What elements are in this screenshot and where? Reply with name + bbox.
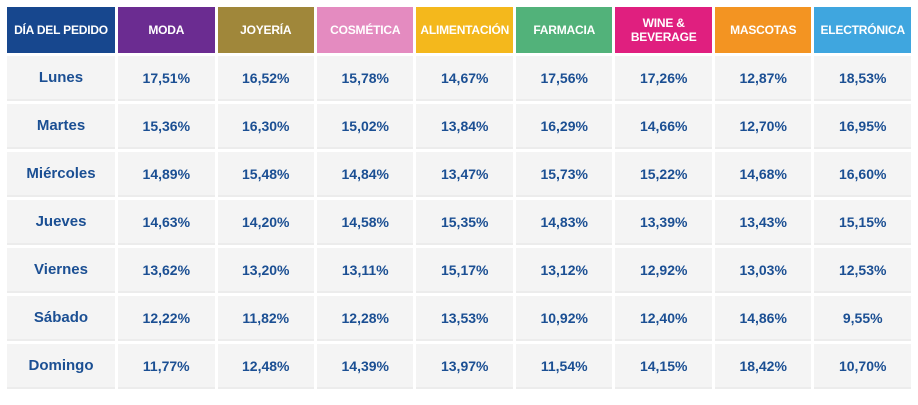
row-label-day: Sábado: [7, 296, 116, 341]
table-cell-value: 13,84%: [416, 104, 513, 149]
table-cell-value: 14,66%: [615, 104, 712, 149]
table-cell-value: 16,95%: [814, 104, 911, 149]
table-cell-value: 16,52%: [217, 56, 314, 101]
table-cell-value: 15,78%: [317, 56, 414, 101]
table-row: Viernes 13,62% 13,20% 13,11% 15,17% 13,12% 12,…: [7, 248, 911, 293]
table-row: Martes 15,36% 16,30% 15,02% 13,84% 16,29% 14,6…: [7, 104, 911, 149]
table-cell-value: 17,56%: [515, 56, 613, 101]
table-cell-value: 13,12%: [515, 248, 613, 293]
table-cell-value: 18,53%: [814, 56, 911, 101]
table-cell-value: 14,86%: [714, 296, 812, 341]
column-header-electrónica: ELECTRÓNICA: [814, 7, 911, 53]
table-row: Domingo 11,77% 12,48% 14,39% 13,97% 11,54% 14,…: [7, 344, 911, 389]
table-cell-value: 14,39%: [317, 344, 414, 389]
column-header-farmacia: FARMACIA: [515, 7, 613, 53]
table-cell-value: 12,48%: [217, 344, 314, 389]
table-cell-value: 18,42%: [714, 344, 812, 389]
table-cell-value: 12,28%: [317, 296, 414, 341]
column-header-joyería: JOYERÍA: [217, 7, 314, 53]
table-cell-value: 13,03%: [714, 248, 812, 293]
table-cell-value: 14,58%: [317, 200, 414, 245]
table-cell-value: 15,48%: [217, 152, 314, 197]
order-day-table: DÍA DEL PEDIDO MODA JOYERÍA COSMÉTICA ALIME…: [4, 4, 914, 392]
table-body: Lunes 17,51% 16,52% 15,78% 14,67% 17,56% 17,26…: [7, 56, 911, 389]
table-cell-value: 13,43%: [714, 200, 812, 245]
table-cell-value: 14,68%: [714, 152, 812, 197]
table-cell-value: 12,87%: [714, 56, 812, 101]
table-cell-value: 9,55%: [814, 296, 911, 341]
row-label-day: Martes: [7, 104, 116, 149]
column-header-wine-beverage: WINE & BEVERAGE: [615, 7, 712, 53]
table-cell-value: 16,30%: [217, 104, 314, 149]
table-cell-value: 12,70%: [714, 104, 812, 149]
table-cell-value: 17,51%: [118, 56, 215, 101]
row-label-day: Domingo: [7, 344, 116, 389]
row-label-day: Miércoles: [7, 152, 116, 197]
table-cell-value: 11,54%: [515, 344, 613, 389]
row-label-day: Lunes: [7, 56, 116, 101]
table-cell-value: 12,92%: [615, 248, 712, 293]
table-cell-value: 14,89%: [118, 152, 215, 197]
table-cell-value: 14,15%: [615, 344, 712, 389]
column-header-alimentación: ALIMENTACIÓN: [416, 7, 513, 53]
column-header-day: DÍA DEL PEDIDO: [7, 7, 116, 53]
row-label-day: Viernes: [7, 248, 116, 293]
table-cell-value: 10,70%: [814, 344, 911, 389]
table-cell-value: 13,97%: [416, 344, 513, 389]
table-cell-value: 17,26%: [615, 56, 712, 101]
table-cell-value: 15,15%: [814, 200, 911, 245]
table-cell-value: 13,53%: [416, 296, 513, 341]
table-cell-value: 15,35%: [416, 200, 513, 245]
table-cell-value: 13,62%: [118, 248, 215, 293]
table-row: Sábado 12,22% 11,82% 12,28% 13,53% 10,92% 12,4…: [7, 296, 911, 341]
table-row: Jueves 14,63% 14,20% 14,58% 15,35% 14,83% 13,3…: [7, 200, 911, 245]
order-day-table-container: DÍA DEL PEDIDO MODA JOYERÍA COSMÉTICA ALIME…: [4, 4, 914, 401]
table-cell-value: 16,60%: [814, 152, 911, 197]
table-cell-value: 13,39%: [615, 200, 712, 245]
table-cell-value: 13,47%: [416, 152, 513, 197]
table-cell-value: 14,20%: [217, 200, 314, 245]
table-cell-value: 15,02%: [317, 104, 414, 149]
table-cell-value: 14,67%: [416, 56, 513, 101]
table-cell-value: 15,36%: [118, 104, 215, 149]
table-cell-value: 11,77%: [118, 344, 215, 389]
table-cell-value: 14,63%: [118, 200, 215, 245]
row-label-day: Jueves: [7, 200, 116, 245]
table-cell-value: 11,82%: [217, 296, 314, 341]
table-cell-value: 14,83%: [515, 200, 613, 245]
table-header-row: DÍA DEL PEDIDO MODA JOYERÍA COSMÉTICA ALIME…: [7, 7, 911, 53]
column-header-moda: MODA: [118, 7, 215, 53]
table-cell-value: 13,20%: [217, 248, 314, 293]
column-header-mascotas: MASCOTAS: [714, 7, 812, 53]
table-cell-value: 15,17%: [416, 248, 513, 293]
table-cell-value: 15,22%: [615, 152, 712, 197]
table-cell-value: 15,73%: [515, 152, 613, 197]
table-row: Miércoles 14,89% 15,48% 14,84% 13,47% 15,73% 1…: [7, 152, 911, 197]
table-cell-value: 12,53%: [814, 248, 911, 293]
column-header-cosmética: COSMÉTICA: [317, 7, 414, 53]
table-row: Lunes 17,51% 16,52% 15,78% 14,67% 17,56% 17,26…: [7, 56, 911, 101]
table-cell-value: 10,92%: [515, 296, 613, 341]
table-cell-value: 12,40%: [615, 296, 712, 341]
table-cell-value: 12,22%: [118, 296, 215, 341]
table-cell-value: 14,84%: [317, 152, 414, 197]
table-cell-value: 16,29%: [515, 104, 613, 149]
table-cell-value: 13,11%: [317, 248, 414, 293]
